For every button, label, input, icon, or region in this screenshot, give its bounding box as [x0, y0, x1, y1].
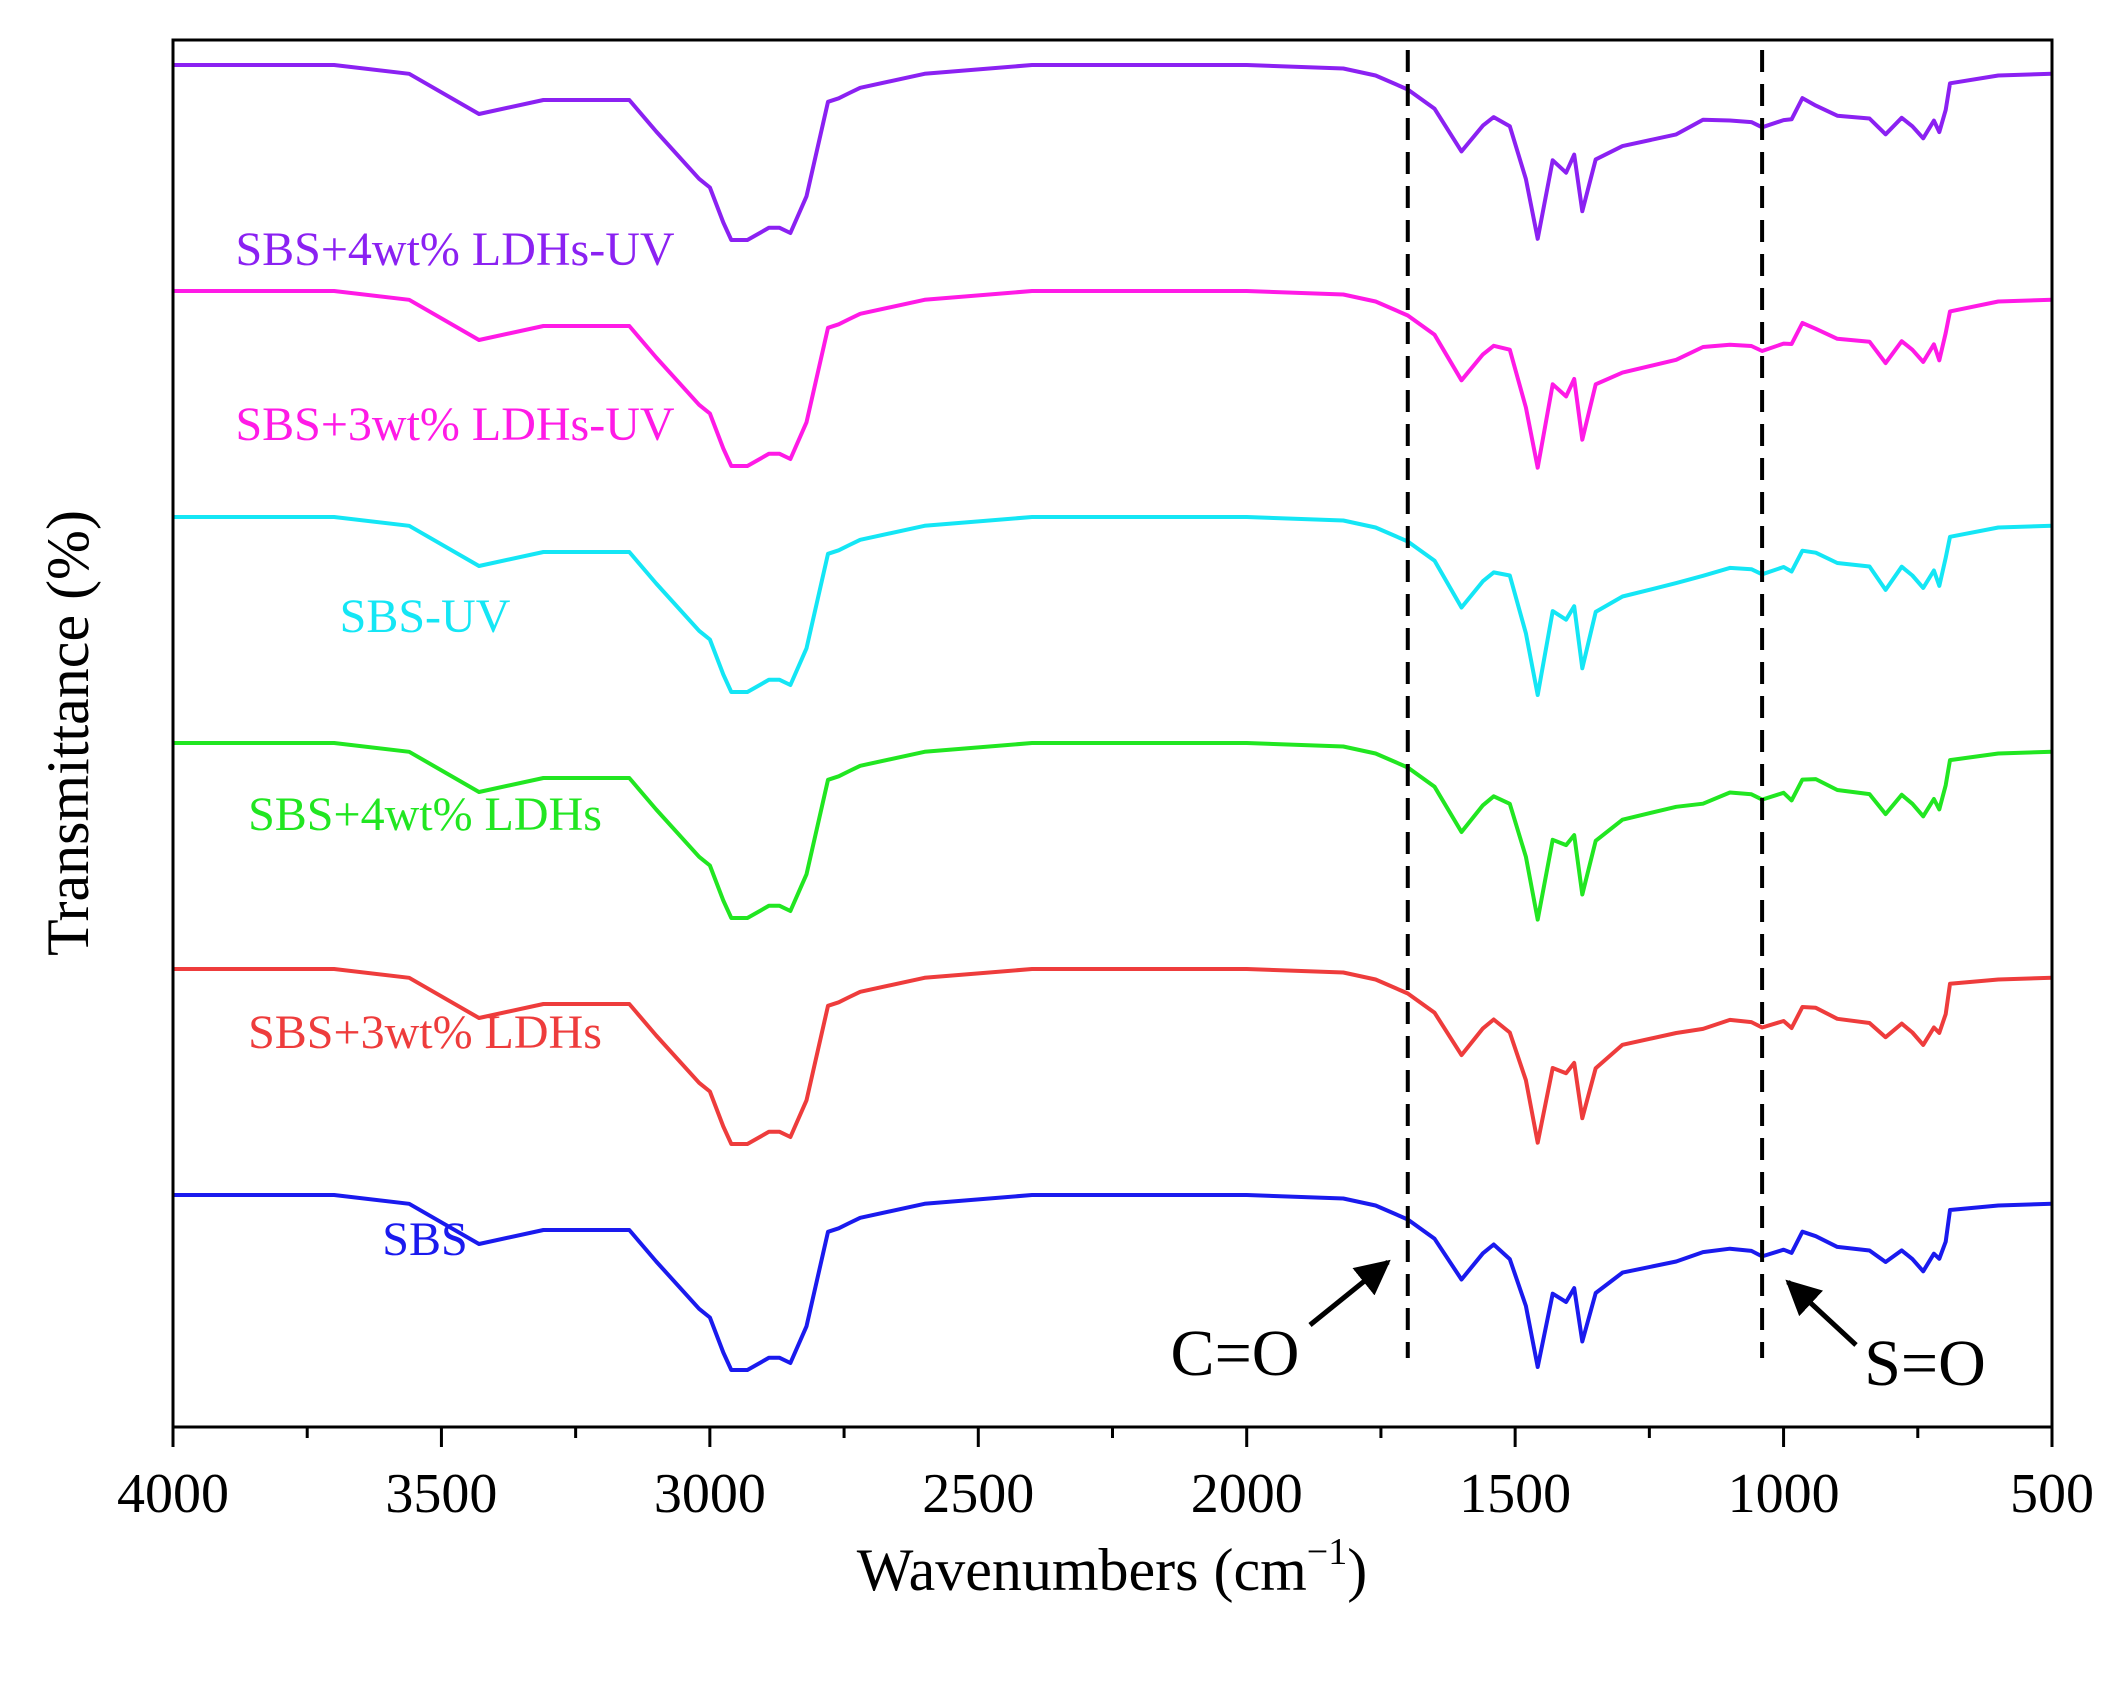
x-tick-label: 2500 — [922, 1463, 1034, 1525]
x-tick-label: 4000 — [117, 1463, 229, 1525]
series-label: SBS+4wt% LDHs — [248, 788, 602, 841]
series-line — [173, 63, 2053, 242]
x-tick-label: 1000 — [1728, 1463, 1840, 1525]
series-line — [173, 289, 2053, 470]
x-tick-label: 1500 — [1459, 1463, 1571, 1525]
x-axis-title-close: ) — [1347, 1537, 1367, 1603]
annotation-arrow — [1785, 1279, 1858, 1347]
x-ticks: 4000 3500 3000 2500 2000 1500 1000 500 — [117, 1427, 2094, 1525]
series-line — [173, 515, 2053, 697]
series-labels: SBS+4wt% LDHs-UV SBS+3wt% LDHs-UV SBS-UV SB… — [235, 223, 674, 1266]
x-axis-title-main: Wavenumbers (cm — [857, 1537, 1307, 1603]
annotations: C=O S=O — [1171, 1259, 1986, 1400]
x-axis-title-sup: −1 — [1307, 1531, 1347, 1573]
annotation-arrow — [1308, 1259, 1391, 1327]
x-tick-label: 3000 — [654, 1463, 766, 1525]
series-label: SBS-UV — [340, 590, 511, 643]
series-label: SBS+3wt% LDHs-UV — [235, 398, 674, 451]
series-label: SBS — [382, 1213, 467, 1266]
series-line — [173, 741, 2053, 922]
series-label: SBS+3wt% LDHs — [248, 1006, 602, 1059]
x-tick-label: 2000 — [1191, 1463, 1303, 1525]
x-axis-title: Wavenumbers (cm−1) — [857, 1531, 1367, 1603]
series-label: SBS+4wt% LDHs-UV — [235, 223, 674, 276]
x-tick-label: 3500 — [385, 1463, 497, 1525]
reference-lines — [1405, 50, 1765, 1358]
annotation-label: S=O — [1864, 1327, 1986, 1400]
series-line — [173, 1193, 2053, 1372]
x-tick-label: 500 — [2010, 1463, 2094, 1525]
series-layer — [173, 63, 2053, 1372]
series-line — [173, 967, 2053, 1146]
annotation-label: C=O — [1171, 1317, 1300, 1390]
y-axis-title: Transmittance (%) — [35, 510, 101, 956]
